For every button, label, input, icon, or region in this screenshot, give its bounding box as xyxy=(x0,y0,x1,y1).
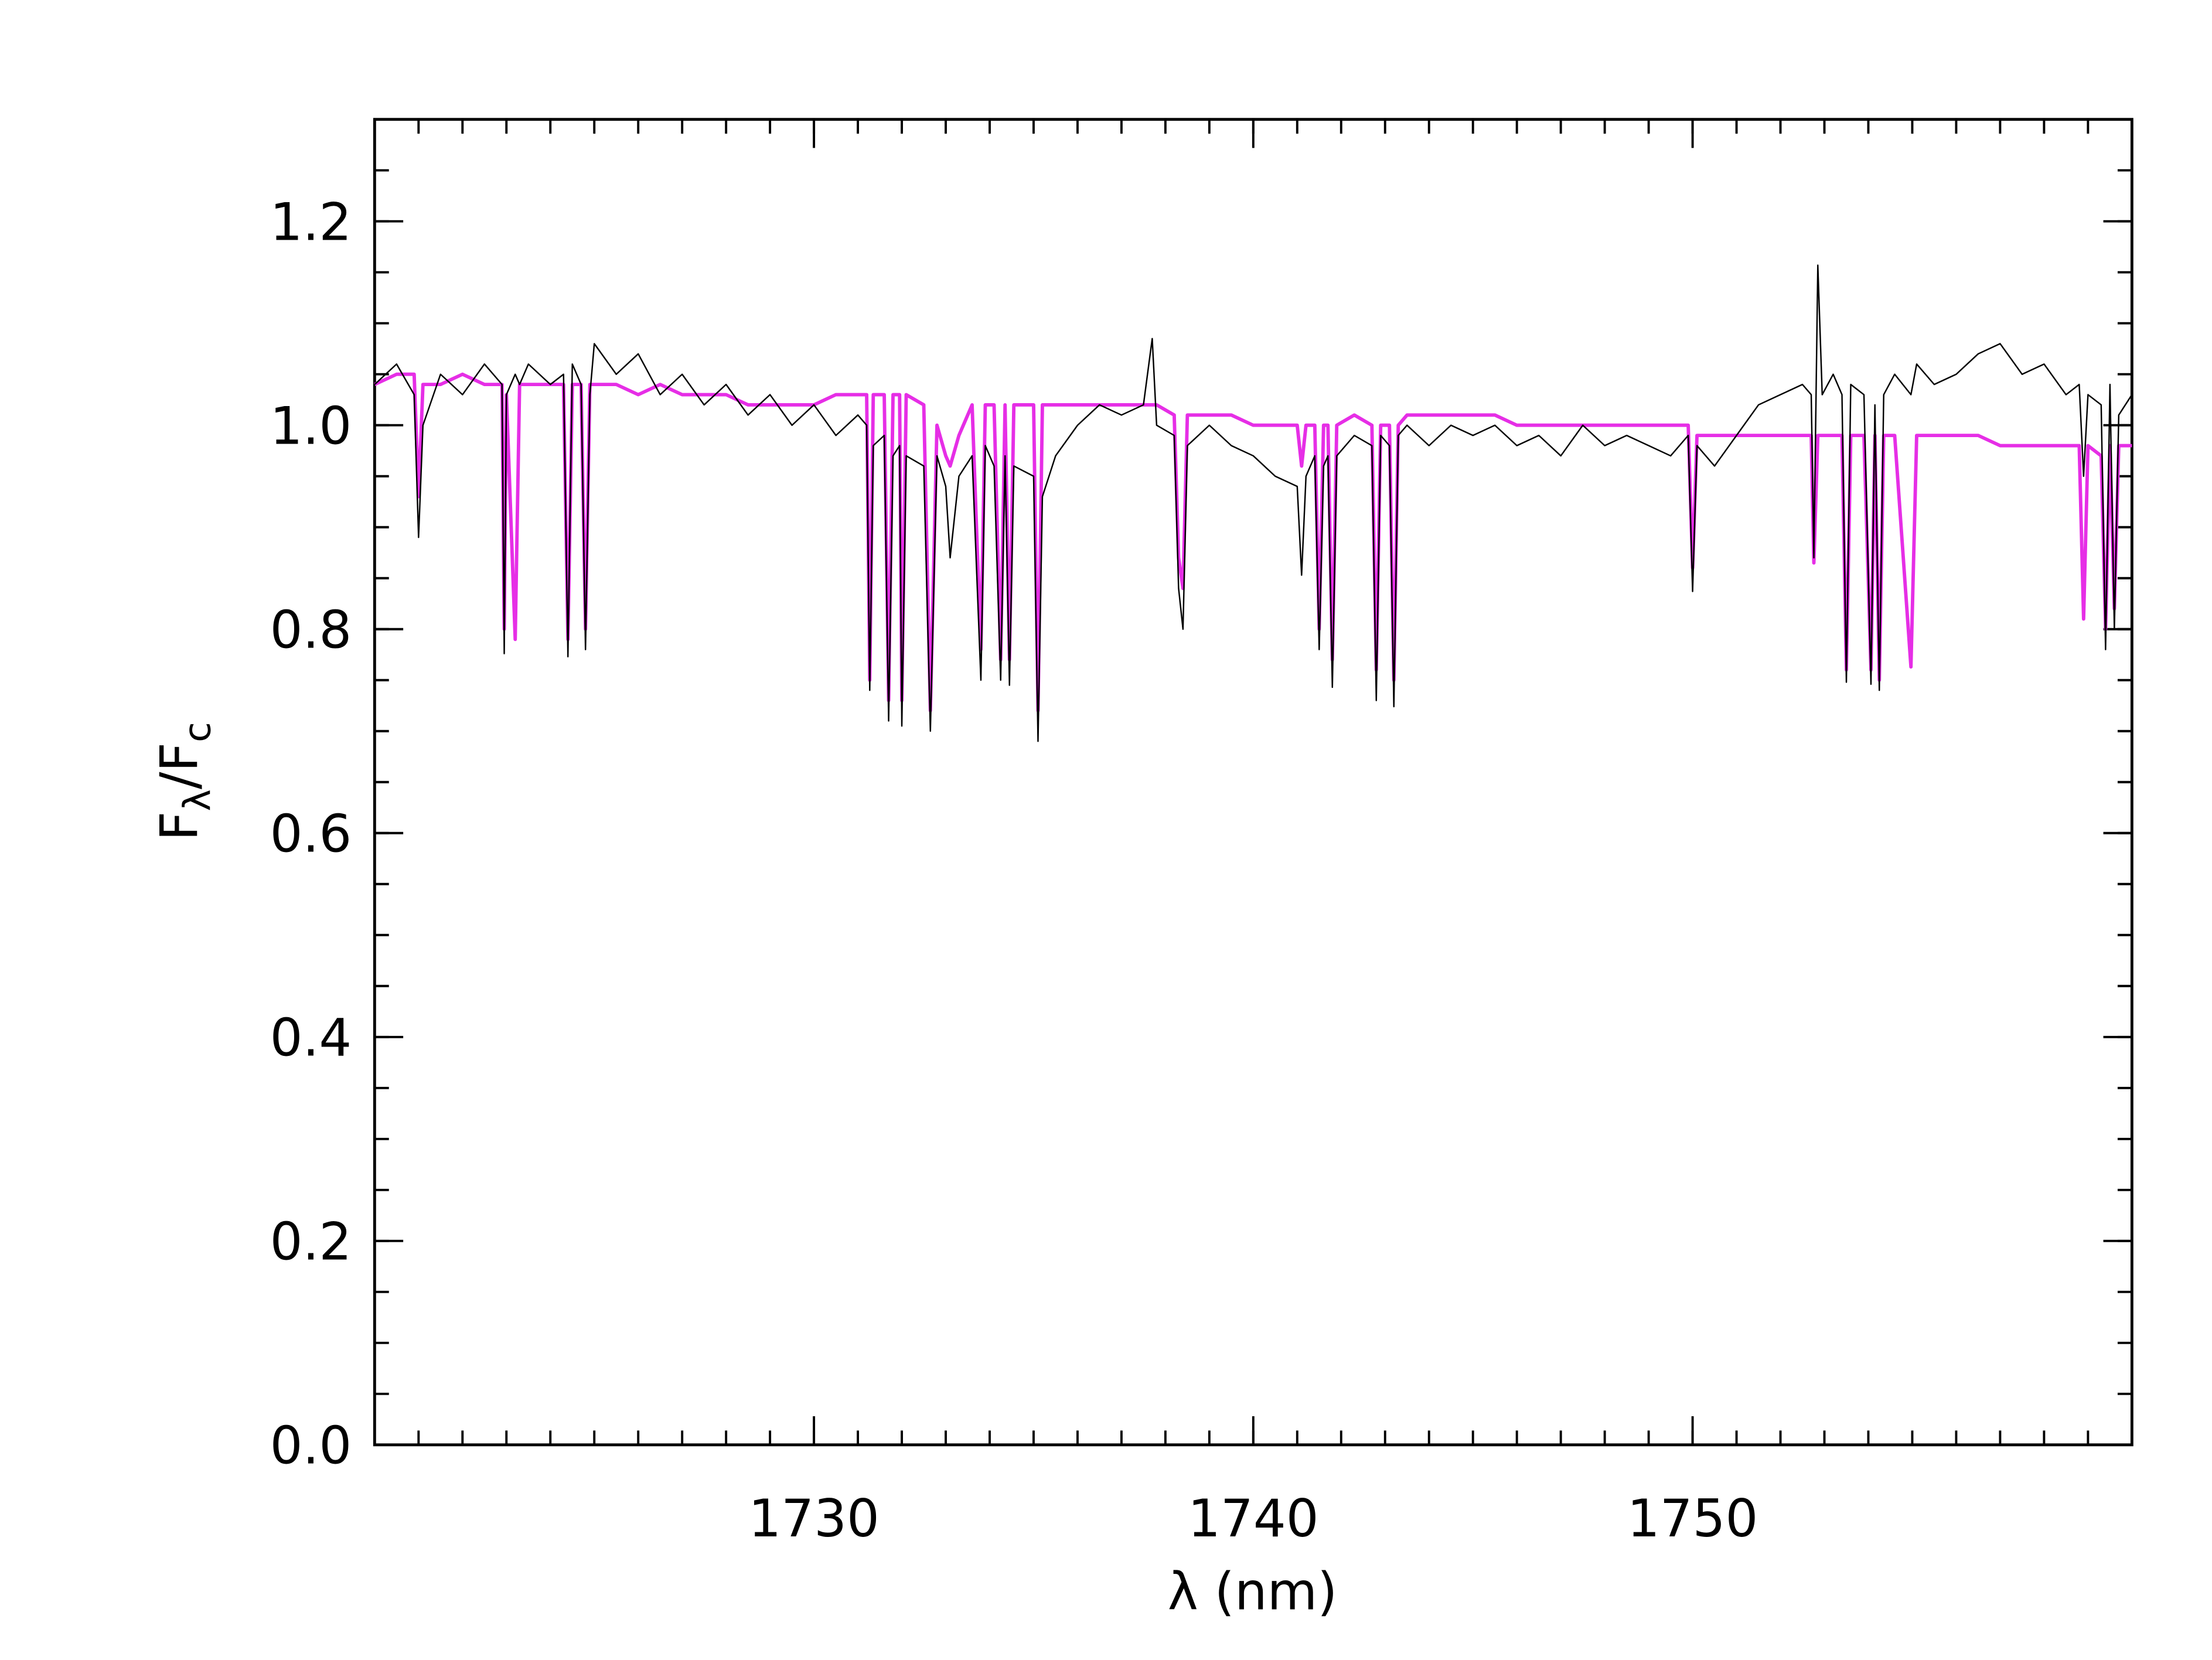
y-label-part: /F xyxy=(149,742,210,789)
y-label-part: F xyxy=(149,812,210,841)
y-tick-label: 0.0 xyxy=(270,1416,352,1476)
x-axis-label: λ (nm) xyxy=(1168,1561,1338,1621)
y-tick-label: 0.4 xyxy=(270,1007,352,1068)
y-label-part: c xyxy=(176,722,219,742)
y-tick-label: 0.6 xyxy=(270,803,352,864)
plot-frame xyxy=(373,118,2133,1447)
x-tick-label: 1730 xyxy=(748,1488,880,1549)
x-tick-label: 1740 xyxy=(1188,1488,1319,1549)
y-axis-label: Fλ/Fc xyxy=(149,722,219,841)
y-tick-label: 1.2 xyxy=(270,192,352,252)
y-tick-label: 0.8 xyxy=(270,599,352,660)
y-tick-label: 0.2 xyxy=(270,1212,352,1272)
y-tick-label: 1.0 xyxy=(270,396,352,456)
y-label-part: λ xyxy=(176,789,219,812)
x-tick-label: 1750 xyxy=(1627,1488,1758,1549)
spectrum-line xyxy=(374,372,2132,713)
spectrum-line xyxy=(374,264,2133,742)
